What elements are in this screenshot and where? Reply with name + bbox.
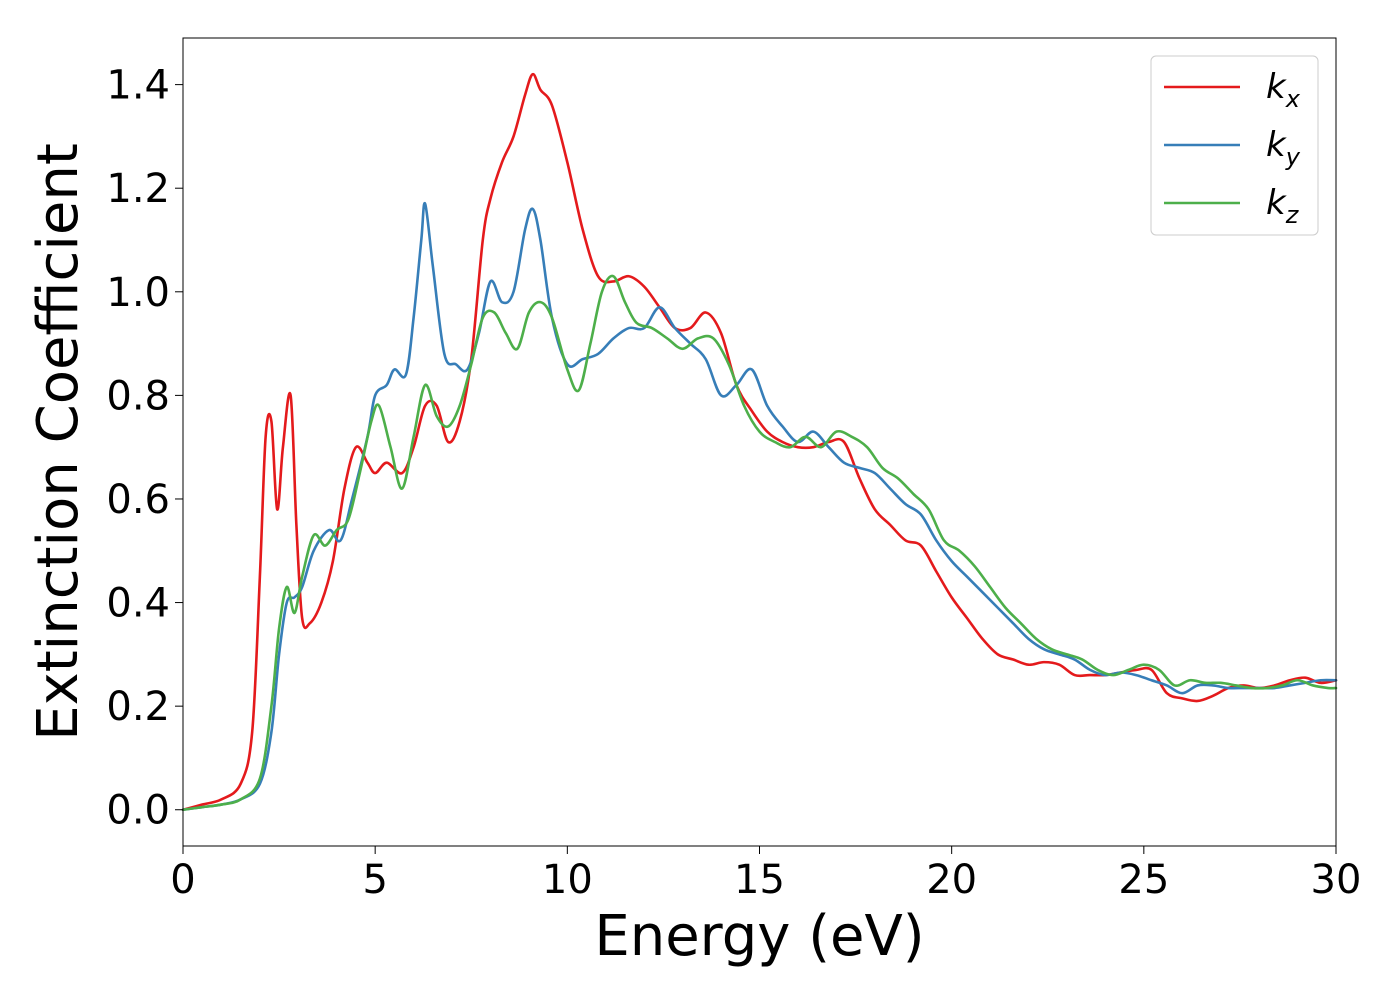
series-line-kz <box>181 274 1338 812</box>
y-tick-label: 0.8 <box>106 373 170 419</box>
y-tick-label: 0.4 <box>106 581 170 627</box>
x-axis-label: Energy (eV) <box>594 904 924 969</box>
x-tick-label: 5 <box>362 857 387 903</box>
y-tick-label: 0.6 <box>106 477 170 523</box>
y-tick-label: 1.2 <box>106 166 170 212</box>
series-group <box>181 72 1338 812</box>
y-axis-label: Extinction Coefficient <box>26 143 91 741</box>
y-axis: 0.0 0.2 0.4 0.6 0.8 1.0 1.2 1.4 <box>106 63 183 834</box>
y-tick-label: 1.0 <box>106 270 170 316</box>
y-tick-label: 1.4 <box>106 63 170 109</box>
y-tick-label: 0.2 <box>106 684 170 730</box>
x-axis: 0 5 10 15 20 25 30 <box>170 846 1361 903</box>
x-tick-label: 15 <box>734 857 785 903</box>
x-tick-label: 0 <box>170 857 195 903</box>
x-tick-label: 10 <box>542 857 593 903</box>
x-tick-label: 25 <box>1118 857 1169 903</box>
y-tick-label: 0.0 <box>106 788 170 834</box>
x-tick-label: 20 <box>926 857 977 903</box>
x-tick-label: 30 <box>1311 857 1362 903</box>
